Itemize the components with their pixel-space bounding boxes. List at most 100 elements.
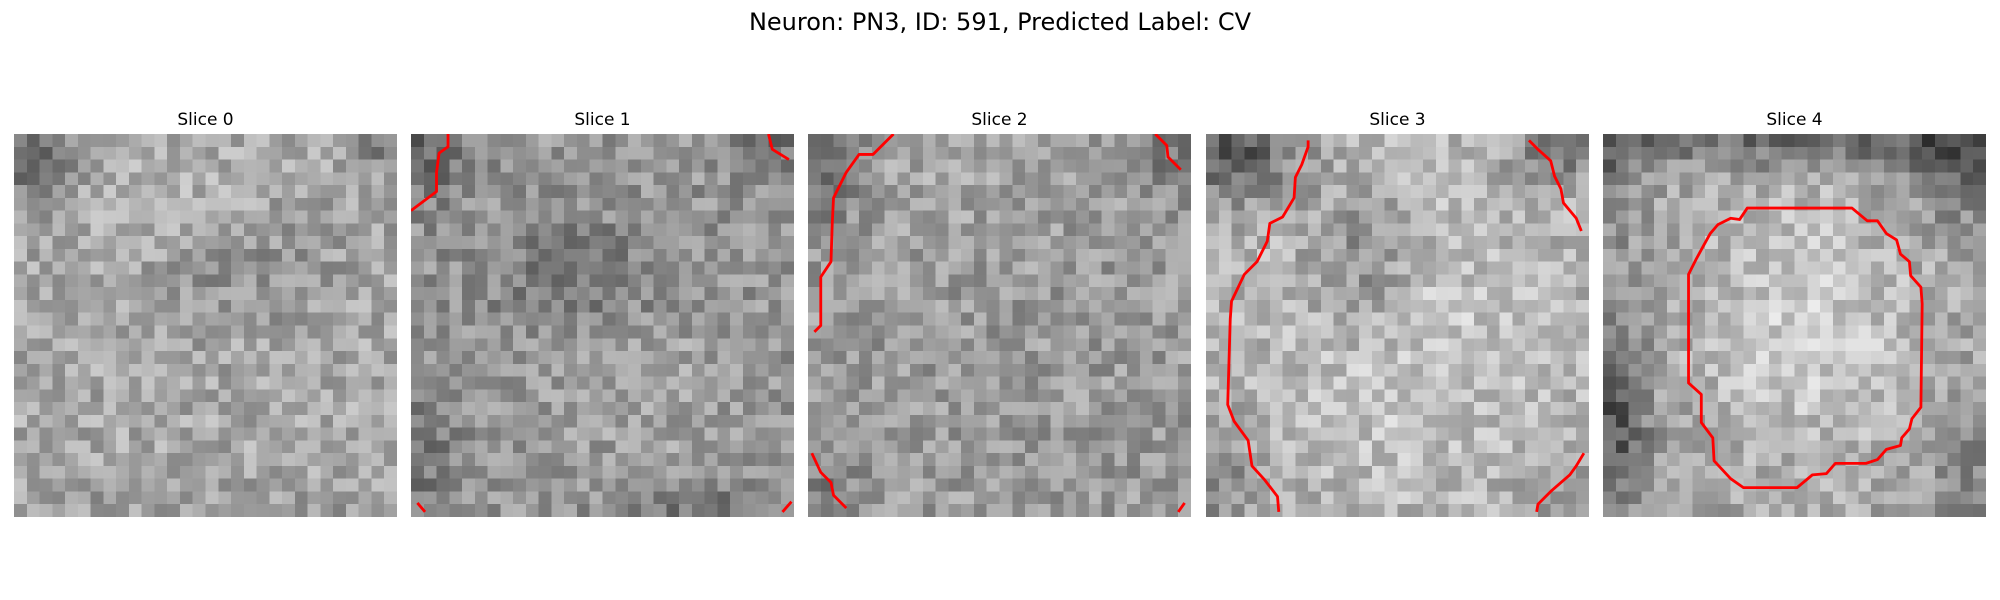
pixel [52,351,66,365]
pixel [1666,465,1680,479]
pixel [922,402,936,416]
pixel [1206,427,1220,441]
pixel [704,223,718,237]
pixel [833,261,847,275]
pixel [513,197,527,211]
pixel [269,414,283,428]
pixel [52,363,66,377]
pixel [1165,287,1179,301]
pixel [436,274,450,288]
pixel [1282,236,1296,250]
pixel [755,248,769,262]
pixel [1896,223,1910,237]
pixel [1641,185,1655,199]
pixel [1461,453,1475,467]
pixel [1308,261,1322,275]
pixel [1448,389,1462,403]
pixel [1705,414,1719,428]
pixel [961,440,975,454]
pixel [833,427,847,441]
pixel [320,504,334,517]
pixel [1832,351,1846,365]
pixel [294,159,308,173]
pixel [1178,134,1191,148]
pixel [77,453,91,467]
pixel [999,274,1013,288]
pixel [1088,134,1102,148]
pixel [1218,287,1232,301]
pixel [551,465,565,479]
pixel [551,389,565,403]
pixel [628,236,642,250]
pixel [1282,402,1296,416]
pixel [808,491,822,505]
pixel [781,210,794,224]
pixel [884,248,898,262]
pixel [653,414,667,428]
pixel [808,351,822,365]
pixel [1628,248,1642,262]
pixel [808,248,822,262]
pixel [345,287,359,301]
pixel [1615,134,1629,148]
pixel [116,274,130,288]
pixel [730,414,744,428]
pixel [167,478,181,492]
pixel [871,478,885,492]
pixel [922,427,936,441]
pixel [1934,210,1948,224]
pixel [1101,491,1115,505]
pixel [961,427,975,441]
pixel [384,312,397,326]
pixel [294,465,308,479]
pixel [1807,440,1821,454]
pixel [640,185,654,199]
pixel [103,210,117,224]
pixel [128,159,142,173]
pixel [179,376,193,390]
pixel [371,325,385,339]
pixel [256,453,270,467]
pixel [679,274,693,288]
pixel [1794,414,1808,428]
pixel [65,261,79,275]
pixel [1063,414,1077,428]
pixel [192,223,206,237]
pixel [1576,248,1589,262]
pixel [948,274,962,288]
pixel [768,351,782,365]
pixel [179,159,193,173]
pixel [167,427,181,441]
pixel [1282,453,1296,467]
pixel [1858,363,1872,377]
pixel [1050,440,1064,454]
pixel [269,134,283,148]
pixel [1282,185,1296,199]
pixel [26,465,40,479]
pixel [90,427,104,441]
pixel [1333,159,1347,173]
pixel [1423,453,1437,467]
pixel [1308,453,1322,467]
pixel [1871,274,1885,288]
pixel [167,236,181,250]
pixel [1359,478,1373,492]
pixel [910,299,924,313]
pixel [1525,453,1539,467]
pixel [1499,146,1513,160]
pixel [564,299,578,313]
pixel [307,210,321,224]
pixel [1563,427,1577,441]
pixel [742,159,756,173]
pixel [1308,427,1322,441]
pixel [935,465,949,479]
pixel [1397,312,1411,326]
pixel [218,274,232,288]
pixel [1896,197,1910,211]
pixel [1692,376,1706,390]
pixel [1934,223,1948,237]
pixel [1333,210,1347,224]
pixel [948,504,962,517]
pixel [1461,274,1475,288]
pixel [1320,299,1334,313]
